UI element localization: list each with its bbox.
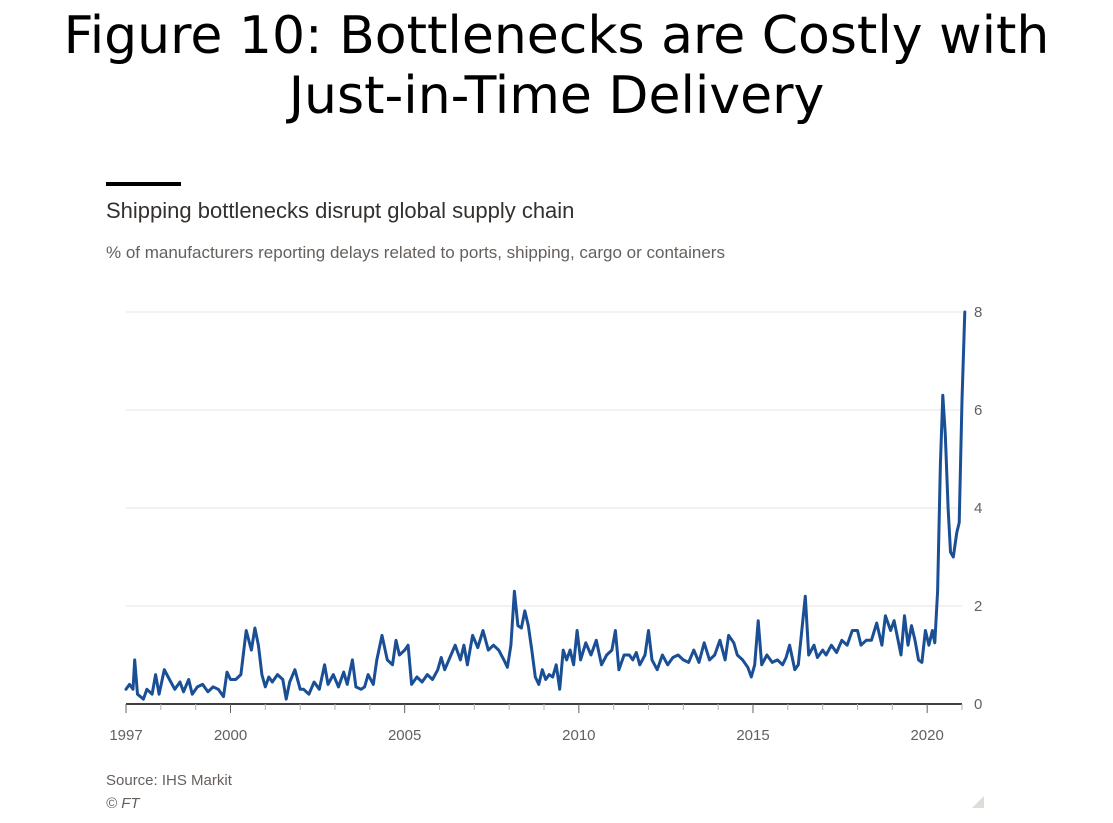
chart-title: Shipping bottlenecks disrupt global supp… <box>106 198 575 223</box>
slide-title-line-1: Figure 10: Bottlenecks are Costly with <box>63 6 1050 66</box>
x-tick-label-2000: 2000 <box>214 727 247 744</box>
source-note: Source: IHS Markit <box>106 772 232 789</box>
slide-title: Figure 10: Bottlenecks are Costly with J… <box>0 6 1113 126</box>
corner-resize-icon <box>972 796 984 808</box>
x-tick-label-1997: 1997 <box>109 727 142 744</box>
slide-title-line-2: Just-in-Time Delivery <box>288 66 825 126</box>
chart-accent-bar <box>106 182 181 186</box>
x-tick-label-2005: 2005 <box>388 727 421 744</box>
x-axis <box>125 703 963 713</box>
copyright-note: © FT <box>106 795 140 812</box>
y-tick-label-4: 4 <box>974 500 982 517</box>
y-tick-label-8: 8 <box>974 304 982 321</box>
x-tick-label-2010: 2010 <box>562 727 595 744</box>
series-line-0 <box>124 310 967 701</box>
x-axis-labels: 1997 2000 2005 2010 2015 2020 <box>109 727 944 744</box>
x-tick-label-2020: 2020 <box>910 727 943 744</box>
y-tick-label-2: 2 <box>974 598 982 615</box>
chart-subtitle: % of manufacturers reporting delays rela… <box>106 243 725 262</box>
gridlines <box>126 311 962 607</box>
x-tick-label-2015: 2015 <box>736 727 769 744</box>
series-layer <box>124 310 967 701</box>
y-tick-label-0: 0 <box>974 696 982 713</box>
y-axis-labels: 0 2 4 6 8 <box>974 304 982 713</box>
y-tick-label-6: 6 <box>974 402 982 419</box>
